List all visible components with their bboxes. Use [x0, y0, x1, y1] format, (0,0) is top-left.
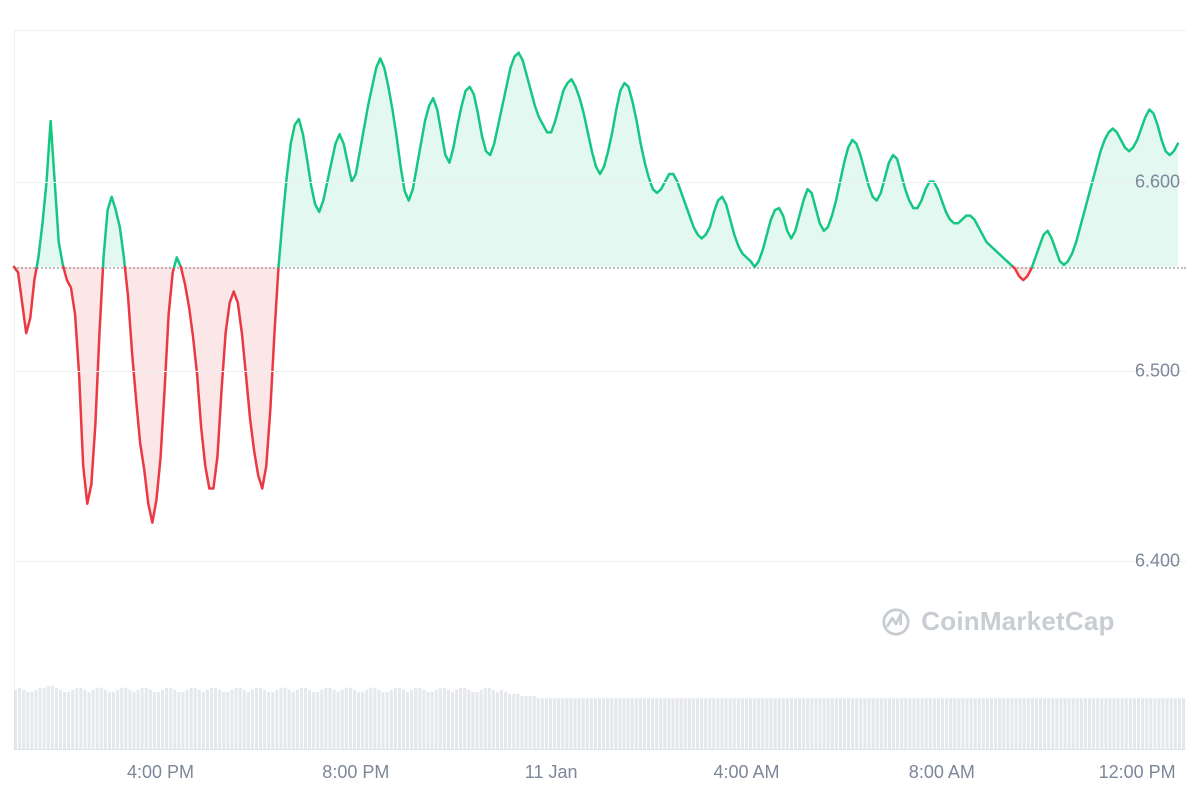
x-axis-label: 4:00 PM — [127, 762, 194, 783]
x-axis-label: 8:00 PM — [322, 762, 389, 783]
plot-area[interactable]: CoinMarketCap 6.6006.5006.4004:00 PM8:00… — [14, 30, 1186, 750]
x-axis-label: 8:00 AM — [909, 762, 975, 783]
x-axis-label: 12:00 PM — [1099, 762, 1176, 783]
price-chart[interactable]: CoinMarketCap 6.6006.5006.4004:00 PM8:00… — [0, 0, 1200, 800]
x-axis-label: 4:00 AM — [713, 762, 779, 783]
x-axis-label: 11 Jan — [525, 762, 578, 783]
price-series — [14, 30, 1186, 750]
